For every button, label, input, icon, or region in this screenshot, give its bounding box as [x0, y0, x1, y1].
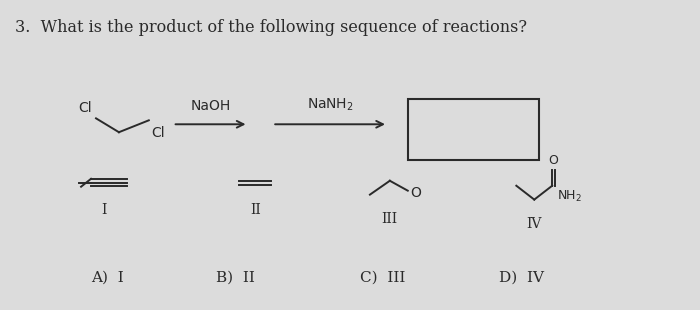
Text: III: III [382, 212, 398, 227]
Text: II: II [250, 202, 261, 217]
Text: D)  IV: D) IV [499, 271, 545, 285]
Bar [408, 99, 539, 160]
Text: O: O [410, 186, 421, 200]
Text: I: I [102, 202, 106, 217]
Text: IV: IV [526, 217, 542, 232]
Text: Cl: Cl [150, 126, 164, 140]
Text: B)  II: B) II [216, 271, 254, 285]
Text: A)  I: A) I [91, 271, 124, 285]
Text: NH$_2$: NH$_2$ [557, 189, 582, 204]
Text: NaOH: NaOH [190, 100, 231, 113]
Text: C)  III: C) III [360, 271, 405, 285]
Text: NaNH$_2$: NaNH$_2$ [307, 97, 354, 113]
Text: Cl: Cl [78, 101, 92, 115]
Text: O: O [548, 154, 558, 167]
Text: 3.  What is the product of the following sequence of reactions?: 3. What is the product of the following … [15, 19, 527, 36]
